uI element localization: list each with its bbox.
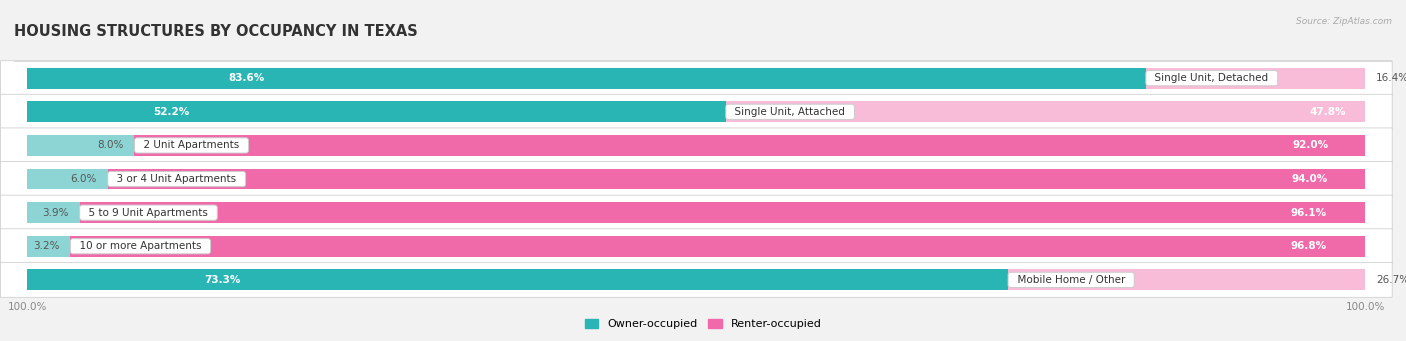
Bar (28, 202, 80, 223)
Text: 16.4%: 16.4% (1376, 73, 1406, 83)
Bar (135, 135, 1365, 156)
Bar (28, 269, 1008, 290)
Text: 47.8%: 47.8% (1309, 107, 1346, 117)
Bar (80, 202, 1365, 223)
Legend: Owner-occupied, Renter-occupied: Owner-occupied, Renter-occupied (581, 314, 825, 333)
Text: 94.0%: 94.0% (1291, 174, 1327, 184)
FancyBboxPatch shape (0, 262, 1392, 297)
FancyBboxPatch shape (0, 195, 1392, 230)
Bar (28, 135, 135, 156)
Text: 3.9%: 3.9% (42, 208, 69, 218)
Text: 96.8%: 96.8% (1291, 241, 1326, 251)
FancyBboxPatch shape (0, 94, 1392, 129)
Text: 10 or more Apartments: 10 or more Apartments (73, 241, 208, 251)
Text: 96.1%: 96.1% (1291, 208, 1327, 218)
Text: Source: ZipAtlas.com: Source: ZipAtlas.com (1296, 17, 1392, 26)
Bar (28, 236, 70, 257)
Bar (28, 168, 108, 190)
Text: HOUSING STRUCTURES BY OCCUPANCY IN TEXAS: HOUSING STRUCTURES BY OCCUPANCY IN TEXAS (14, 24, 418, 39)
Bar (70, 236, 1365, 257)
Text: Mobile Home / Other: Mobile Home / Other (1011, 275, 1132, 285)
Text: 5 to 9 Unit Apartments: 5 to 9 Unit Apartments (83, 208, 215, 218)
Text: 6.0%: 6.0% (70, 174, 97, 184)
Bar (725, 101, 1365, 122)
Text: 3 or 4 Unit Apartments: 3 or 4 Unit Apartments (111, 174, 243, 184)
Text: Single Unit, Attached: Single Unit, Attached (728, 107, 852, 117)
Text: Single Unit, Detached: Single Unit, Detached (1149, 73, 1275, 83)
FancyBboxPatch shape (0, 61, 1392, 96)
Text: 92.0%: 92.0% (1292, 140, 1329, 150)
Bar (28, 68, 1146, 89)
Bar (108, 168, 1365, 190)
Text: 26.7%: 26.7% (1376, 275, 1406, 285)
Bar (1146, 68, 1365, 89)
Text: 8.0%: 8.0% (97, 140, 124, 150)
Text: 73.3%: 73.3% (204, 275, 240, 285)
FancyBboxPatch shape (0, 162, 1392, 196)
FancyBboxPatch shape (0, 229, 1392, 264)
FancyBboxPatch shape (0, 128, 1392, 163)
Bar (1008, 269, 1365, 290)
Text: 3.2%: 3.2% (34, 241, 59, 251)
Text: 52.2%: 52.2% (153, 107, 190, 117)
Bar (28, 101, 725, 122)
Text: 2 Unit Apartments: 2 Unit Apartments (138, 140, 246, 150)
Text: 83.6%: 83.6% (229, 73, 264, 83)
